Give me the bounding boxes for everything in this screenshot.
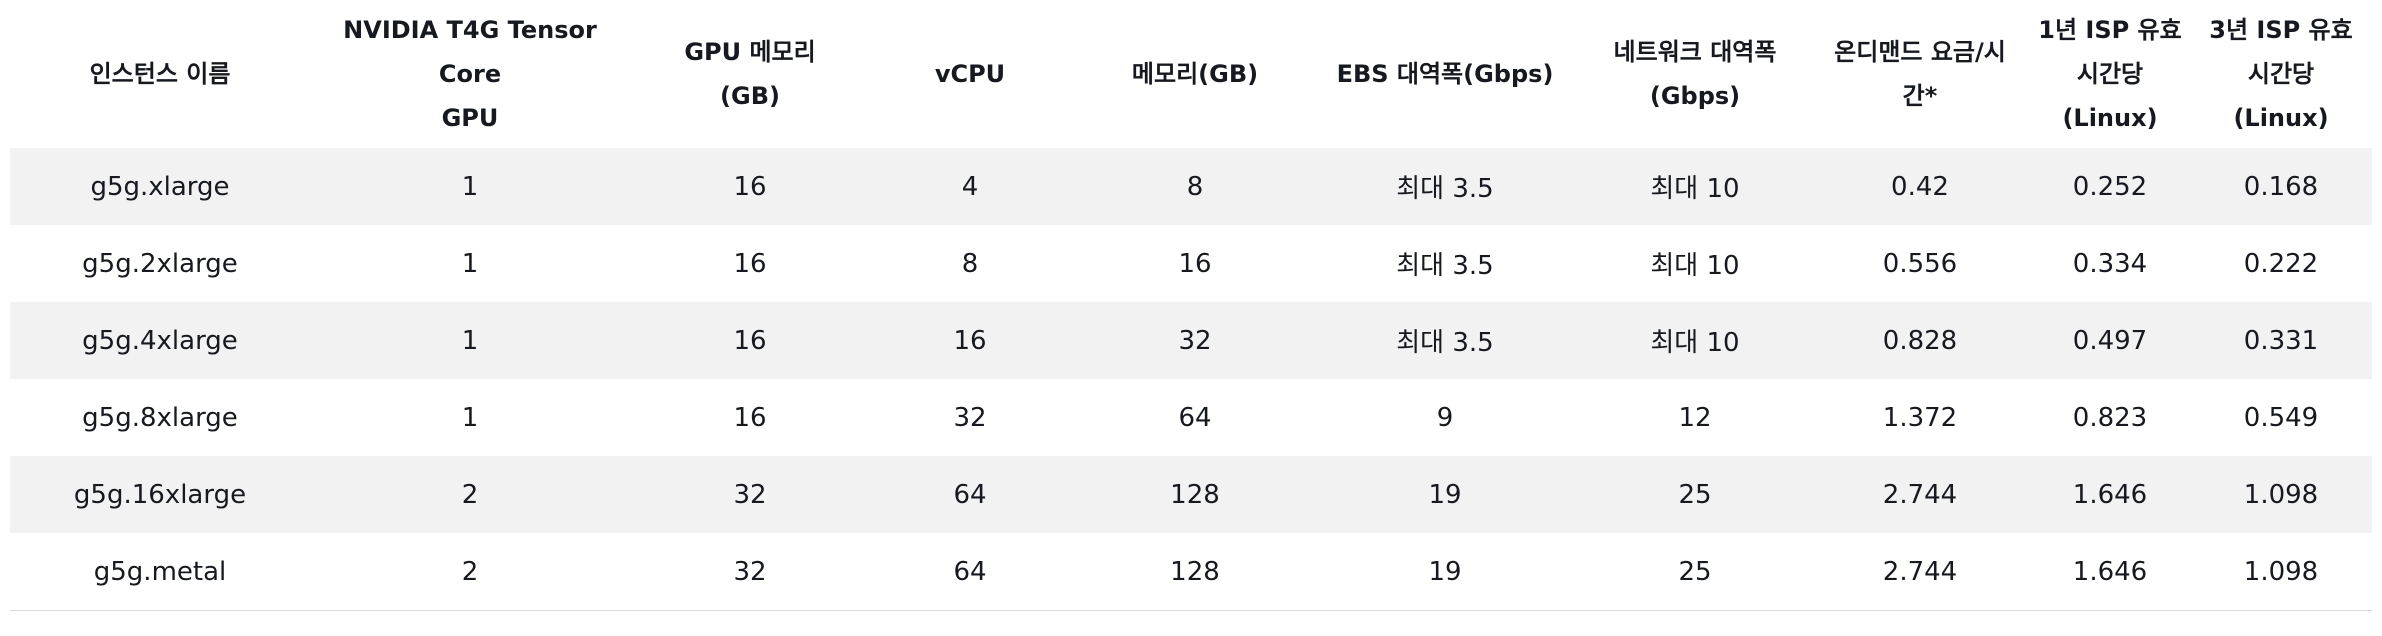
header-3yr-isp: 3년 ISP 유효 시간당 (Linux) xyxy=(2209,16,2353,132)
table-cell: 8 xyxy=(961,248,979,279)
instance-name-cell: g5g.4xlarge xyxy=(82,325,238,356)
table-cell: 32 xyxy=(953,402,987,433)
table-cell: 0.497 xyxy=(2072,325,2148,356)
header-network-bandwidth: 네트워크 대역폭 (Gbps) xyxy=(1613,38,1777,110)
table-cell: 1.098 xyxy=(2243,556,2319,587)
table-cell: 2.744 xyxy=(1882,556,1958,587)
table-row: g5g.8xlarge 1 16 32 64 9 12 1.372 0.823 0.549 xyxy=(10,379,2372,456)
table-cell: 128 xyxy=(1170,479,1220,510)
table-cell: 최대 3.5 xyxy=(1396,328,1494,358)
instance-pricing-table: 인스턴스 이름 NVIDIA T4G Tensor Core GPU GPU 메… xyxy=(10,0,2372,611)
table-cell: 1 xyxy=(461,171,479,202)
table-cell: 16 xyxy=(733,325,767,356)
table-cell: 최대 3.5 xyxy=(1396,174,1494,204)
table-cell: 32 xyxy=(733,479,767,510)
table-row: g5g.xlarge 1 16 4 8 최대 3.5 최대 10 0.42 0.252 0.168 xyxy=(10,148,2372,225)
table-cell: 19 xyxy=(1428,556,1462,587)
table-cell: 0.823 xyxy=(2072,402,2148,433)
table-cell: 1.646 xyxy=(2072,479,2148,510)
table-header: 인스턴스 이름 NVIDIA T4G Tensor Core GPU GPU 메… xyxy=(10,0,2372,148)
table-row: g5g.metal 2 32 64 128 19 25 2.744 1.646 1.098 xyxy=(10,533,2372,610)
table-cell: 최대 3.5 xyxy=(1396,251,1494,281)
table-cell: 16 xyxy=(733,171,767,202)
table-cell: 0.556 xyxy=(1882,248,1958,279)
table-cell: 1 xyxy=(461,248,479,279)
table-cell: 16 xyxy=(1178,248,1212,279)
instance-name-cell: g5g.2xlarge xyxy=(82,248,238,279)
table-cell: 2 xyxy=(461,556,479,587)
table-cell: 25 xyxy=(1678,556,1712,587)
instance-name-cell: g5g.xlarge xyxy=(90,171,230,202)
table-bottom-divider xyxy=(10,610,2372,611)
table-cell: 0.828 xyxy=(1882,325,1958,356)
table-row: g5g.2xlarge 1 16 8 16 최대 3.5 최대 10 0.556 0.334 0.… xyxy=(10,225,2372,302)
instance-name-cell: g5g.metal xyxy=(93,556,227,587)
table-cell: 12 xyxy=(1678,402,1712,433)
header-on-demand-price: 온디맨드 요금/시 간* xyxy=(1834,38,2006,110)
table-cell: 0.549 xyxy=(2243,402,2319,433)
table-cell: 16 xyxy=(733,248,767,279)
table-cell: 64 xyxy=(1178,402,1212,433)
table-cell: 1 xyxy=(461,402,479,433)
table-cell: 25 xyxy=(1678,479,1712,510)
table-cell: 최대 10 xyxy=(1650,251,1740,281)
table-cell: 64 xyxy=(953,556,987,587)
table-cell: 0.222 xyxy=(2243,248,2319,279)
header-gpu-memory: GPU 메모리 (GB) xyxy=(684,38,816,110)
table-row: g5g.16xlarge 2 32 64 128 19 25 2.744 1.646 1.098 xyxy=(10,456,2372,533)
table-cell: 1.646 xyxy=(2072,556,2148,587)
table-cell: 19 xyxy=(1428,479,1462,510)
table-cell: 64 xyxy=(953,479,987,510)
table-cell: 4 xyxy=(961,171,979,202)
table-cell: 1 xyxy=(461,325,479,356)
header-memory: 메모리(GB) xyxy=(1131,60,1259,88)
table-cell: 0.252 xyxy=(2072,171,2148,202)
table-cell: 2.744 xyxy=(1882,479,1958,510)
instance-name-cell: g5g.16xlarge xyxy=(73,479,247,510)
table-cell: 최대 10 xyxy=(1650,174,1740,204)
table-cell: 9 xyxy=(1436,402,1454,433)
table-cell: 0.331 xyxy=(2243,325,2319,356)
header-ebs-bandwidth: EBS 대역폭(Gbps) xyxy=(1336,60,1554,88)
table-cell: 0.42 xyxy=(1891,171,1949,202)
table-cell: 0.168 xyxy=(2243,171,2319,202)
table-cell: 1.372 xyxy=(1882,402,1958,433)
table-cell: 0.334 xyxy=(2072,248,2148,279)
table-row: g5g.4xlarge 1 16 16 32 최대 3.5 최대 10 0.828 0.497 0… xyxy=(10,302,2372,379)
table-cell: 1.098 xyxy=(2243,479,2319,510)
table-cell: 16 xyxy=(733,402,767,433)
table-body: g5g.xlarge 1 16 4 8 최대 3.5 최대 10 0.42 0.252 0.168… xyxy=(10,148,2372,610)
instance-name-cell: g5g.8xlarge xyxy=(82,402,238,433)
table-cell: 8 xyxy=(1186,171,1204,202)
table-cell: 128 xyxy=(1170,556,1220,587)
table-cell: 32 xyxy=(733,556,767,587)
table-cell: 최대 10 xyxy=(1650,328,1740,358)
header-vcpu: vCPU xyxy=(934,60,1006,88)
header-1yr-isp: 1년 ISP 유효 시간당 (Linux) xyxy=(2038,16,2182,132)
table-cell: 16 xyxy=(953,325,987,356)
header-gpu: NVIDIA T4G Tensor Core GPU xyxy=(343,16,597,132)
header-instance-name: 인스턴스 이름 xyxy=(89,60,231,88)
table-cell: 32 xyxy=(1178,325,1212,356)
table-cell: 2 xyxy=(461,479,479,510)
